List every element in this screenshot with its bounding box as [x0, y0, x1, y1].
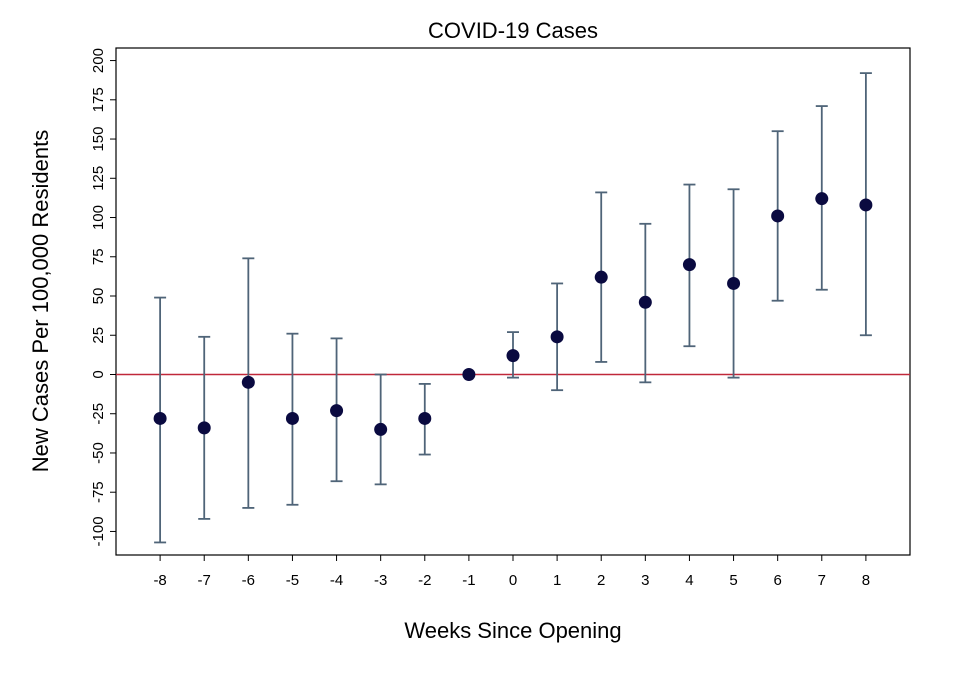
y-tick-label: 100 — [90, 205, 107, 230]
x-tick-label: 8 — [862, 572, 870, 589]
x-tick-label: -2 — [418, 572, 431, 589]
y-axis: -100 -75 -50 -25 0 25 50 75 100 125 150 175 200 — [90, 48, 116, 546]
y-tick-label: 25 — [90, 327, 107, 344]
data-point — [815, 192, 829, 206]
data-point — [682, 258, 696, 272]
y-tick-label: 0 — [90, 370, 107, 378]
data-point — [241, 375, 255, 389]
data-point — [550, 330, 564, 344]
x-tick-label: -6 — [242, 572, 255, 589]
y-tick-label: 50 — [90, 288, 107, 305]
y-tick-label: -25 — [90, 403, 107, 425]
y-tick-label: 150 — [90, 127, 107, 152]
x-tick-label: 6 — [773, 572, 781, 589]
x-tick-label: -4 — [330, 572, 343, 589]
x-tick-label: -8 — [153, 572, 166, 589]
data-point — [285, 411, 299, 425]
y-tick-label: 175 — [90, 87, 107, 112]
data-points — [153, 192, 873, 436]
y-tick-label: -100 — [90, 516, 107, 546]
y-tick-label: -50 — [90, 442, 107, 464]
data-point — [859, 198, 873, 212]
x-tick-label: -3 — [374, 572, 387, 589]
data-point — [153, 411, 167, 425]
x-tick-label: 0 — [509, 572, 517, 589]
chart-title: COVID-19 Cases — [428, 18, 598, 43]
data-point — [330, 404, 344, 418]
x-tick-label: 2 — [597, 572, 605, 589]
y-tick-label: 75 — [90, 248, 107, 265]
data-point — [506, 349, 520, 363]
data-point — [771, 209, 785, 223]
data-point — [418, 411, 432, 425]
x-axis-label: Weeks Since Opening — [404, 618, 621, 643]
y-tick-label: -75 — [90, 481, 107, 503]
x-tick-label: 1 — [553, 572, 561, 589]
y-axis-label: New Cases Per 100,000 Residents — [28, 130, 53, 472]
error-bars — [154, 72, 872, 544]
data-point — [727, 276, 741, 290]
x-tick-label: -5 — [286, 572, 299, 589]
data-point — [638, 295, 652, 309]
data-point — [197, 421, 211, 435]
x-tick-label: -1 — [462, 572, 475, 589]
x-tick-label: -7 — [198, 572, 211, 589]
data-point — [594, 270, 608, 284]
x-tick-label: 4 — [685, 572, 693, 589]
x-tick-label: 7 — [818, 572, 826, 589]
x-tick-label: 5 — [729, 572, 737, 589]
y-tick-label: 125 — [90, 166, 107, 191]
data-point — [462, 367, 476, 381]
plot-frame — [115, 47, 911, 556]
x-axis: -8 -7 -6 -5 -4 -3 -2 -1 0 1 2 3 4 5 6 7 8 — [153, 555, 870, 589]
data-point — [374, 422, 388, 436]
y-tick-label: 200 — [90, 48, 107, 73]
x-tick-label: 3 — [641, 572, 649, 589]
